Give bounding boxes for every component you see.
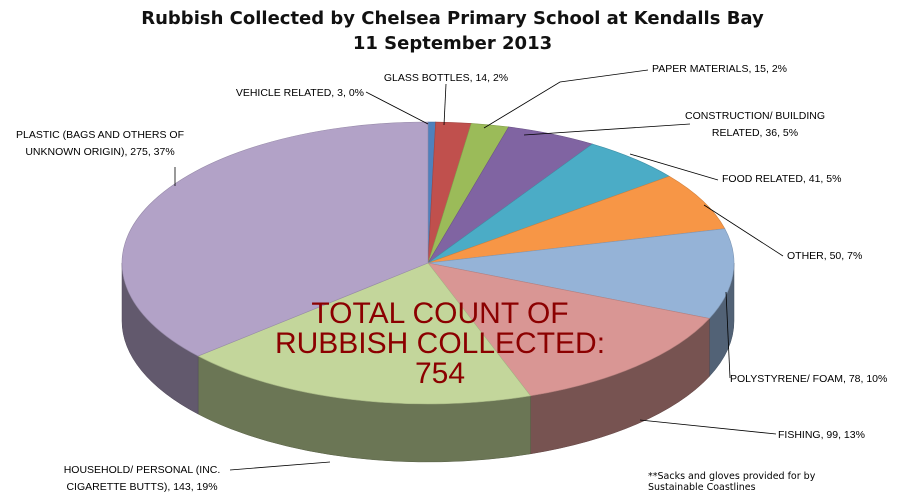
data-label-polystyrene: POLYSTYRENE/ FOAM, 78, 10%	[730, 373, 887, 385]
slice-other	[427, 175, 726, 264]
leader-line-household	[229, 461, 331, 471]
data-label-vehicle: VEHICLE RELATED, 3, 0%	[236, 87, 364, 99]
slice-household-personal-inc-cigarette-butts-	[197, 262, 532, 405]
leader-line-glass	[443, 83, 447, 126]
footnote-line-2: Sustainable Coastlines	[648, 482, 756, 493]
chart-subtitle: 11 September 2013	[352, 33, 553, 54]
data-label-other: OTHER, 50, 7%	[787, 250, 862, 262]
data-label-construction-line-1: CONSTRUCTION/ BUILDING	[685, 110, 825, 122]
footnote-line-1: **Sacks and gloves provided for by	[648, 471, 816, 482]
data-label-glass: GLASS BOTTLES, 14, 2%	[384, 72, 508, 84]
data-label-household-line-2: CIGARETTE BUTTS), 143, 19%	[66, 481, 217, 493]
data-label-food: FOOD RELATED, 41, 5%	[722, 173, 841, 185]
data-label-fishing: FISHING, 99, 13%	[778, 429, 865, 441]
data-label-paper: PAPER MATERIALS, 15, 2%	[652, 63, 787, 75]
leader-line-construction	[523, 123, 691, 136]
data-labels: VEHICLE RELATED, 3, 0% GLASS BOTTLES, 14,…	[16, 63, 887, 493]
data-label-construction-line-2: RELATED, 36, 5%	[712, 127, 798, 139]
leader-line-paper	[483, 69, 649, 129]
leader-line-food	[629, 153, 719, 181]
slice-fishing	[427, 262, 710, 397]
chart-title: Rubbish Collected by Chelsea Primary Sch…	[141, 8, 764, 29]
leader-line-polystyrene	[725, 291, 731, 379]
leader-line-other	[703, 204, 784, 257]
pie-depth	[121, 262, 735, 463]
pie-slices	[121, 121, 735, 405]
leader-lines	[174, 69, 784, 471]
slice-plastic-bags-and-others-of-unknown-origin-	[121, 121, 429, 357]
annotation-line-2: RUBBISH COLLECTED:	[275, 327, 605, 360]
leader-line-vehicle	[365, 91, 429, 125]
annotation-line-1: TOTAL COUNT OF	[311, 297, 568, 330]
data-label-plastic-line-2: UNKNOWN ORIGIN), 275, 37%	[25, 146, 174, 158]
annotation-line-3: 754	[415, 357, 465, 390]
leader-line-fishing	[639, 419, 777, 435]
data-label-plastic-line-1: PLASTIC (BAGS AND OTHERS OF	[16, 129, 184, 141]
data-label-household-line-1: HOUSEHOLD/ PERSONAL (INC.	[64, 464, 221, 476]
slice-polystyrene-foam	[427, 228, 735, 319]
